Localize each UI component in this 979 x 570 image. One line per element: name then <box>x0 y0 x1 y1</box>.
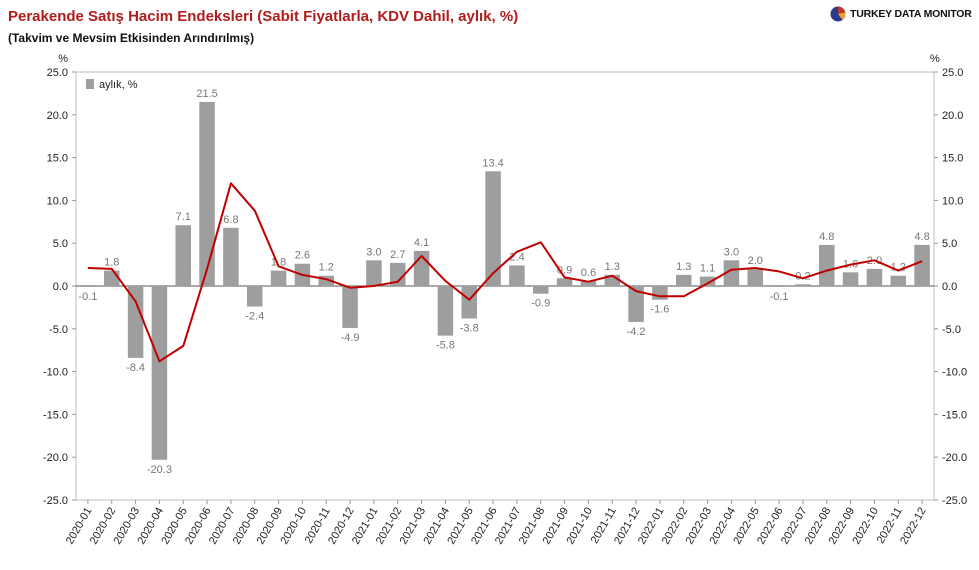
brand-logo: TURKEY DATA MONITOR <box>830 6 972 22</box>
bar-data-label: 21.5 <box>196 88 217 100</box>
y-tick-label-right: 15.0 <box>942 153 963 165</box>
legend-swatch <box>86 79 94 89</box>
y-tick-label-left: 20.0 <box>47 110 68 122</box>
bar <box>580 280 597 286</box>
bar-data-label: -3.8 <box>460 323 479 335</box>
y-tick-label-right: 0.0 <box>942 281 957 293</box>
bar-data-label: 1.2 <box>319 262 334 274</box>
bar-data-label: -4.2 <box>627 326 646 338</box>
y-tick-label-left: -20.0 <box>43 452 68 464</box>
bar <box>151 286 168 460</box>
bar <box>795 284 811 286</box>
bar-data-label: -0.1 <box>770 291 789 303</box>
bar-data-label: 1.1 <box>700 263 715 275</box>
bar <box>890 275 906 286</box>
bar-data-label: -20.3 <box>147 464 172 476</box>
bar-data-label: -8.4 <box>126 362 145 374</box>
y-tick-label-left: 15.0 <box>47 153 68 165</box>
bar-data-label: -2.4 <box>245 311 264 323</box>
bar-data-label: 2.7 <box>390 249 405 261</box>
y-tick-label-right: -5.0 <box>942 324 961 336</box>
y-tick-label-left: -15.0 <box>43 409 68 421</box>
y-tick-label-right: -25.0 <box>942 495 967 507</box>
bar-data-label: -4.9 <box>341 332 360 344</box>
bar-data-label: 2.6 <box>295 250 310 262</box>
y-tick-label-left: 25.0 <box>47 67 68 79</box>
y-tick-label-right: 5.0 <box>942 238 957 250</box>
y-tick-label-left: -25.0 <box>43 495 68 507</box>
bar <box>223 227 239 286</box>
chart-title: Perakende Satış Hacim Endeksleri (Sabit … <box>8 8 519 25</box>
y-tick-label-left: 10.0 <box>47 195 68 207</box>
bar-data-label: -5.8 <box>436 340 455 352</box>
legend-label: aylık, % <box>99 79 138 91</box>
bar <box>366 260 382 286</box>
y-tick-label-right: -15.0 <box>942 409 967 421</box>
bar-data-label: -0.1 <box>78 291 97 303</box>
chart-subtitle: (Takvim ve Mevsim Etkisinden Arındırılmı… <box>8 31 255 45</box>
bar-data-label: 4.8 <box>819 231 834 243</box>
bar <box>604 274 620 286</box>
bar <box>676 274 692 286</box>
y-tick-label-right: 25.0 <box>942 67 963 79</box>
bar <box>437 286 454 336</box>
bar-data-label: 1.8 <box>104 257 119 269</box>
brand-name: TURKEY DATA MONITOR <box>850 8 972 20</box>
bar <box>318 275 334 286</box>
bar-data-label: 1.3 <box>605 261 620 273</box>
bar <box>342 286 358 328</box>
bar <box>699 276 716 286</box>
y-tick-label-left: -10.0 <box>43 367 68 379</box>
bar-data-label: -1.6 <box>650 304 669 316</box>
bar <box>247 286 263 307</box>
bar <box>819 244 835 286</box>
bar <box>485 171 501 286</box>
bar <box>842 272 859 286</box>
bar-data-label: 2.0 <box>748 255 763 267</box>
bar <box>509 265 525 286</box>
bar-data-label: 1.2 <box>891 262 906 274</box>
bar-data-label: 0.6 <box>581 267 596 279</box>
bar <box>461 286 477 319</box>
y-tick-label-right: 10.0 <box>942 195 963 207</box>
y-tick-label-right: -20.0 <box>942 452 967 464</box>
bar <box>175 225 191 286</box>
bar <box>747 268 763 286</box>
bar <box>866 268 883 286</box>
y-tick-label-left: 5.0 <box>53 238 68 250</box>
bar-data-label: 0.2 <box>795 270 810 282</box>
y-tick-label-right: 20.0 <box>942 110 963 122</box>
y-tick-label-left: -5.0 <box>49 324 68 336</box>
bar <box>270 270 287 286</box>
bar <box>914 244 930 286</box>
bar <box>533 286 549 294</box>
y-tick-label-left: 0.0 <box>53 281 68 293</box>
bar-data-label: 6.8 <box>223 214 238 226</box>
bar-data-label: 7.1 <box>176 211 191 223</box>
bar <box>771 286 787 287</box>
y-unit-right: % <box>930 53 940 65</box>
y-unit-left: % <box>58 53 68 65</box>
bar <box>104 270 120 286</box>
bar <box>199 101 215 287</box>
y-tick-label-right: -10.0 <box>942 367 967 379</box>
bar-data-label: 13.4 <box>482 157 503 169</box>
brand-pie-icon <box>830 6 846 22</box>
bar <box>80 286 96 287</box>
bar <box>127 286 144 358</box>
bar <box>390 262 406 286</box>
bar-data-label: 4.8 <box>914 231 929 243</box>
bar-data-label: 4.1 <box>414 237 429 249</box>
line-series <box>87 182 923 363</box>
bar <box>556 278 573 286</box>
bar-data-label: -0.9 <box>531 298 550 310</box>
bar-data-label: 3.0 <box>724 246 739 258</box>
bar-data-label: 1.3 <box>676 261 691 273</box>
bar <box>652 286 668 300</box>
bar-data-label: 3.0 <box>366 246 381 258</box>
bar <box>628 286 644 322</box>
bar <box>723 260 740 286</box>
